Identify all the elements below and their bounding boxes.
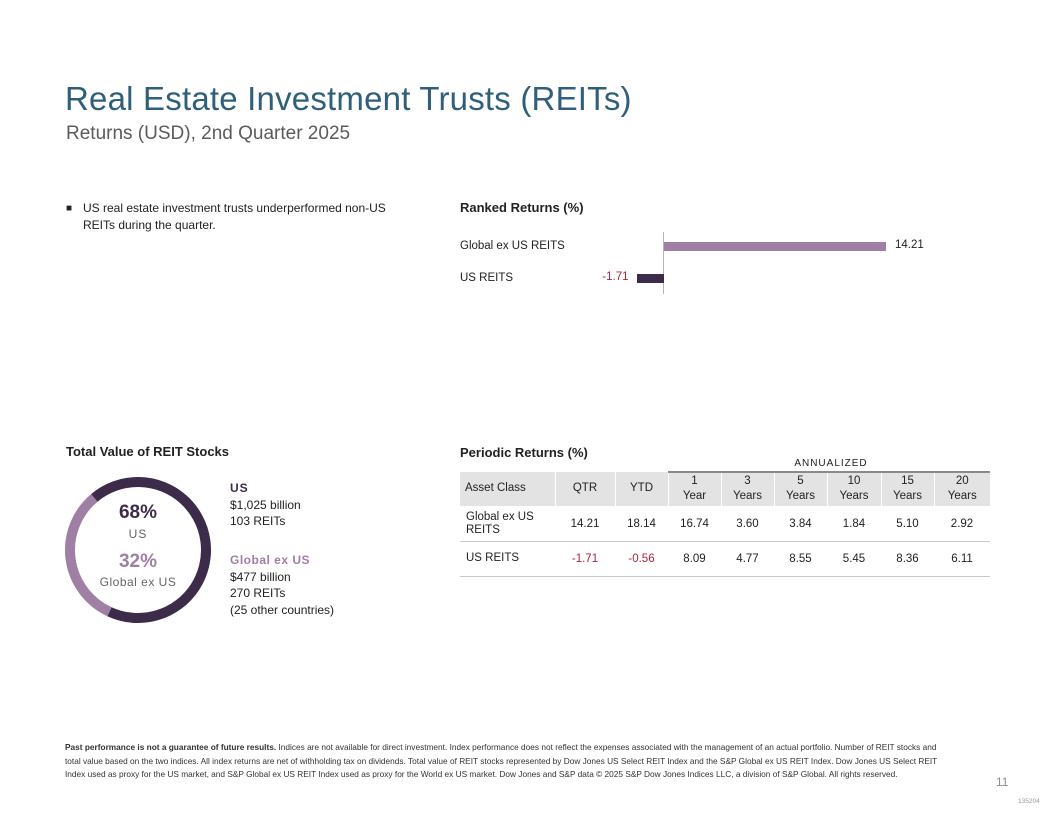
cell-value: 16.74: [668, 506, 721, 542]
cell-value: 3.84: [774, 506, 827, 542]
total-value-heading: Total Value of REIT Stocks: [66, 444, 230, 459]
us-percent-label: US: [128, 527, 148, 541]
table-row: Global ex US REITS 14.21 18.14 16.74 3.60…: [460, 506, 990, 542]
col-qtr: QTR: [554, 472, 615, 507]
row-name-us: US REITS: [460, 541, 555, 577]
col-3yr: 3 Years: [720, 471, 774, 507]
ranked-label-us: US REITS: [460, 272, 514, 284]
reit-value-donut: [65, 477, 211, 623]
ranked-returns-heading: Ranked Returns (%): [460, 200, 584, 215]
col-10yr-unit: Years: [839, 490, 869, 503]
col-5yr-unit: Years: [786, 490, 815, 503]
donut-slice-us: [91, 477, 211, 623]
cell-value: 8.55: [774, 541, 827, 577]
col-15yr-num: 15: [901, 475, 914, 488]
cell-value: 4.77: [721, 541, 774, 577]
col-15yr-unit: Years: [893, 490, 922, 503]
cell-value: 18.14: [615, 506, 668, 542]
col-20yr-unit: Years: [947, 490, 977, 503]
ranked-value-us: -1.71: [602, 271, 629, 283]
summary-bullet: ■ US real estate investment trusts under…: [66, 200, 386, 234]
ranked-zero-axis: [663, 232, 664, 294]
summary-text: US real estate investment trusts underpe…: [83, 201, 386, 232]
donut-slice-global: [65, 494, 112, 617]
table-header-row: Asset Class QTR YTD 1 Year 3 Years 5 Years …: [460, 471, 990, 507]
cell-value: 5.10: [881, 506, 934, 542]
col-3yr-num: 3: [744, 475, 751, 488]
disclaimer-text: Indices are not available for direct inv…: [65, 742, 938, 780]
ranked-bar-global: [664, 242, 886, 251]
cell-value: 3.60: [721, 506, 774, 542]
global-percent-label: Global ex US: [99, 575, 177, 589]
document-code: 135204: [1018, 798, 1040, 805]
col-1yr-num: 1: [691, 475, 698, 488]
ranked-value-global: 14.21: [895, 239, 924, 251]
col-10yr: 10 Years: [826, 471, 881, 507]
legend-us: US $1,025 billion 103 REITs: [230, 480, 301, 530]
legend-global-value: $477 billion: [230, 569, 291, 584]
row-name-global: Global ex US REITS: [460, 506, 555, 542]
cell-value: 5.45: [827, 541, 881, 577]
bullet-icon: ■: [66, 203, 73, 214]
disclaimer-footnote: Past performance is not a guarantee of f…: [65, 741, 945, 782]
legend-global-name: Global ex US: [230, 553, 311, 567]
us-percent: 68%: [118, 502, 158, 523]
cell-value: -0.56: [615, 541, 668, 577]
ranked-label-global: Global ex US REITS: [460, 240, 565, 252]
page-number: 11: [996, 775, 1009, 789]
col-asset-class: Asset Class: [460, 472, 555, 507]
col-10yr-num: 10: [847, 475, 861, 488]
col-1yr-unit: Year: [682, 490, 707, 503]
col-5yr-num: 5: [797, 475, 804, 488]
cell-value: 8.36: [881, 541, 934, 577]
cell-value: 8.09: [668, 541, 721, 577]
col-3yr-unit: Years: [733, 490, 762, 503]
annualized-label: ANNUALIZED: [794, 458, 868, 469]
legend-global-countries: (25 other countries): [230, 602, 335, 617]
disclaimer-bold: Past performance is not a guarantee of f…: [65, 742, 277, 752]
cell-value: -1.71: [555, 541, 615, 577]
col-20yr: 20 Years: [933, 471, 990, 507]
col-1yr: 1 Year: [667, 471, 721, 507]
cell-value: 14.21: [555, 506, 615, 542]
legend-us-name: US: [230, 481, 249, 495]
cell-value: 6.11: [934, 541, 990, 577]
col-20yr-num: 20: [955, 475, 969, 488]
cell-value: 1.84: [827, 506, 881, 542]
col-15yr: 15 Years: [880, 471, 934, 507]
ranked-bar-us: [637, 274, 664, 283]
legend-global: Global ex US $477 billion 270 REITs (25 …: [230, 552, 334, 618]
legend-us-count: 103 REITs: [230, 514, 286, 528]
col-ytd: YTD: [614, 472, 668, 507]
row-name-global-l2: REITS: [466, 523, 500, 536]
periodic-returns-heading: Periodic Returns (%): [460, 445, 588, 460]
page-title: Real Estate Investment Trusts (REITs): [65, 80, 632, 117]
table-row: US REITS -1.71 -0.56 8.09 4.77 8.55 5.45…: [460, 541, 990, 577]
row-name-global-l1: Global ex US: [466, 510, 534, 523]
global-percent: 32%: [118, 551, 158, 572]
legend-us-value: $1,025 billion: [230, 497, 301, 512]
periodic-returns-table: Asset Class QTR YTD 1 Year 3 Years 5 Years …: [460, 471, 990, 577]
col-5yr: 5 Years: [773, 471, 827, 507]
cell-value: 2.92: [934, 506, 990, 542]
legend-global-count: 270 REITs: [230, 586, 286, 600]
page-subtitle: Returns (USD), 2nd Quarter 2025: [66, 123, 351, 144]
